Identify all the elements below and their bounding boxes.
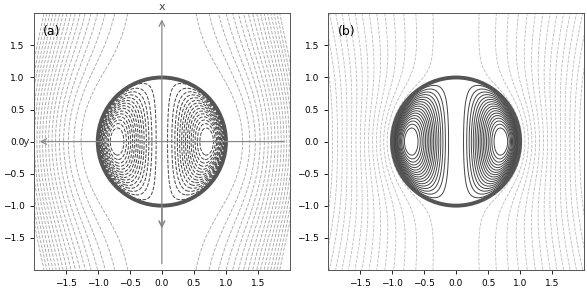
Text: x: x — [158, 2, 165, 12]
Text: (b): (b) — [338, 25, 355, 38]
Text: y: y — [23, 136, 29, 147]
Text: (a): (a) — [43, 25, 61, 38]
